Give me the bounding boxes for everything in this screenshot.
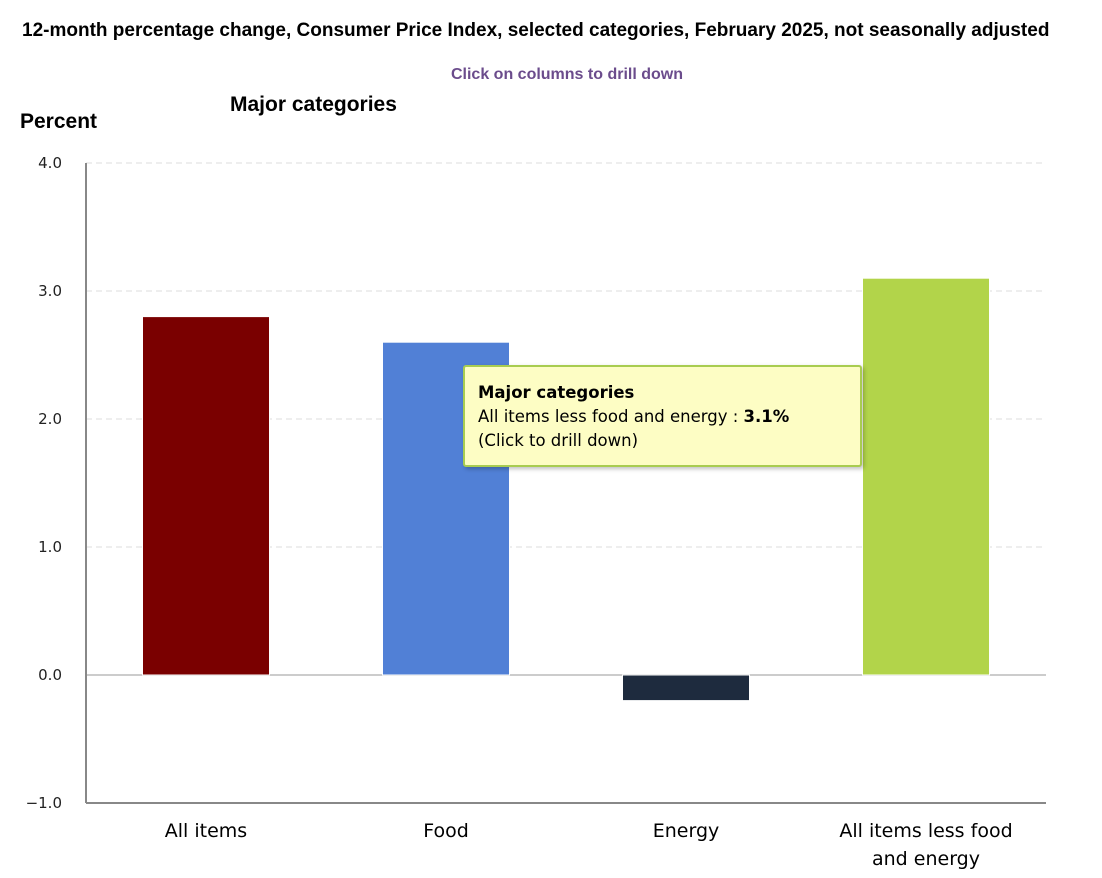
y-tick-label: 2.0	[38, 410, 62, 428]
tooltip-value: 3.1%	[743, 407, 790, 426]
bar-energy[interactable]	[622, 674, 750, 702]
x-tick-label: Energy	[653, 820, 720, 842]
tooltip-hint: (Click to drill down)	[478, 431, 639, 450]
drill-down-note: Click on columns to drill down	[450, 66, 683, 83]
tooltip: Major categories All items less food and…	[463, 365, 862, 467]
chart-title: 12-month percentage change, Consumer Pri…	[22, 20, 1050, 41]
y-tick-label: 4.0	[38, 154, 62, 172]
tooltip-title: Major categories	[478, 383, 635, 402]
y-axis-label: Percent	[20, 110, 98, 133]
y-tick-label: 0.0	[38, 666, 62, 684]
x-tick-label: and energy	[872, 848, 980, 870]
y-tick-label: 1.0	[38, 538, 62, 556]
bar-all-items-less-food-and-energy[interactable]	[862, 277, 990, 676]
y-tick-label: 3.0	[38, 282, 62, 300]
tooltip-label: All items less food and energy :	[478, 407, 744, 426]
x-tick-label: All items	[165, 820, 247, 842]
x-tick-label: All items less food	[839, 820, 1012, 842]
bar-all-items[interactable]	[142, 316, 270, 676]
chart-subtitle: Major categories	[230, 93, 397, 116]
x-tick-label: Food	[423, 820, 469, 842]
y-tick-label: −1.0	[26, 794, 62, 812]
